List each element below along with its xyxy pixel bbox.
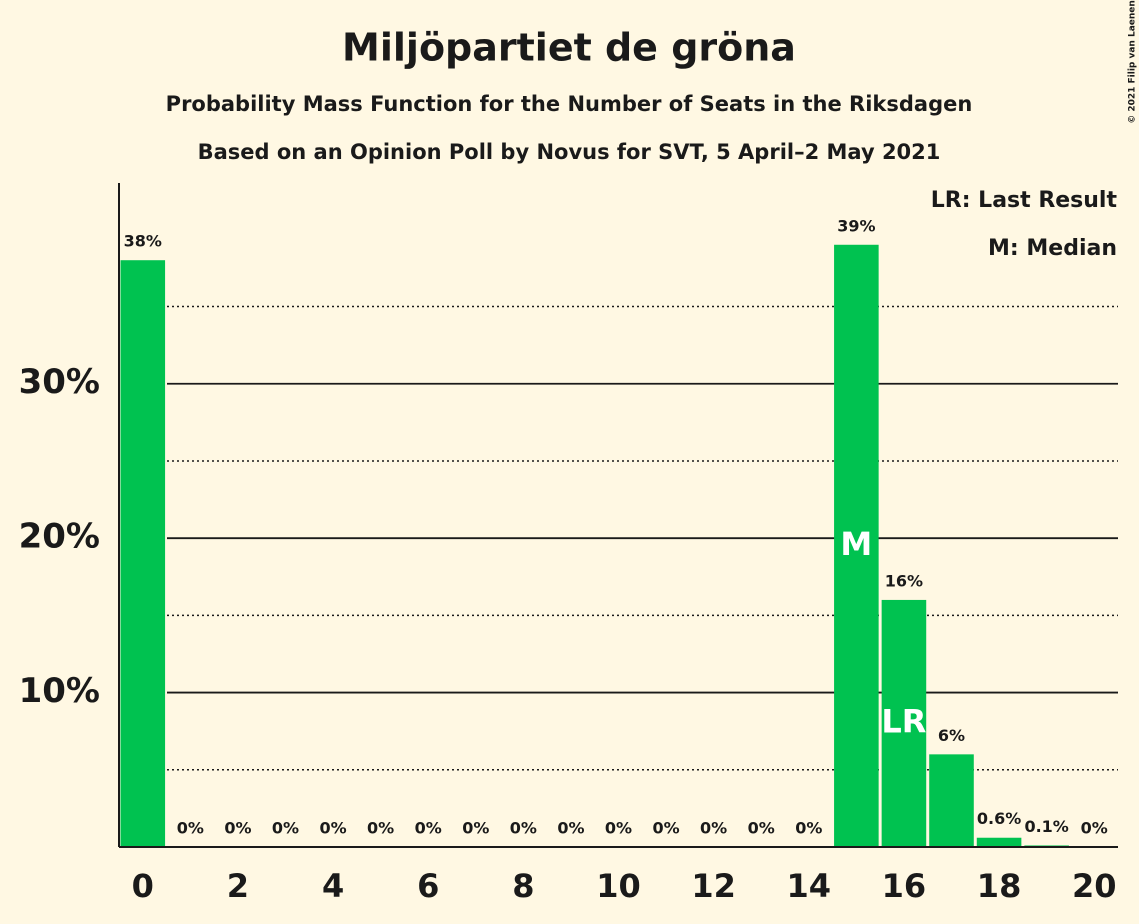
legend-entry: M: Median [988, 236, 1117, 261]
value-label: 38% [124, 232, 162, 251]
bar [881, 599, 927, 847]
value-label: 0% [510, 819, 537, 838]
value-label: 16% [885, 571, 923, 590]
y-tick-label: 10% [19, 671, 100, 711]
x-tick-label: 16 [882, 867, 927, 905]
value-label: 0% [224, 819, 251, 838]
value-label: 0% [605, 819, 632, 838]
value-label: 0% [177, 819, 204, 838]
x-tick-label: 14 [787, 867, 832, 905]
bar [976, 837, 1022, 847]
chart-title: Miljöpartiet de gröna [342, 26, 796, 70]
bar [120, 260, 166, 847]
x-tick-label: 2 [227, 867, 249, 905]
value-label: 0% [652, 819, 679, 838]
x-tick-label: 12 [691, 867, 736, 905]
value-label: 0% [319, 819, 346, 838]
chart-subtitle: Probability Mass Function for the Number… [166, 92, 973, 116]
value-label: 0% [272, 819, 299, 838]
copyright: © 2021 Filip van Laenen [1128, 0, 1138, 124]
value-label: 0% [557, 819, 584, 838]
value-label: 0% [462, 819, 489, 838]
x-tick-label: 4 [322, 867, 344, 905]
x-tick-label: 10 [596, 867, 641, 905]
bar [834, 244, 879, 847]
legend-entry: LR: Last Result [931, 188, 1118, 213]
x-tick-label: 0 [132, 867, 154, 905]
x-tick-label: 8 [512, 867, 534, 905]
value-label: 0% [367, 819, 394, 838]
y-tick-label: 20% [19, 517, 100, 557]
x-tick-label: 20 [1072, 867, 1117, 905]
value-label: 0.6% [977, 809, 1021, 828]
value-label: 39% [837, 216, 875, 235]
x-tick-label: 6 [417, 867, 439, 905]
value-label: 0.1% [1024, 817, 1068, 836]
bar [929, 754, 974, 847]
x-tick-label: 18 [977, 867, 1022, 905]
value-label: 0% [795, 819, 822, 838]
value-label: 0% [700, 819, 727, 838]
value-label: 0% [415, 819, 442, 838]
bar-annotation: M [840, 525, 872, 563]
value-label: 0% [1081, 819, 1108, 838]
y-tick-label: 30% [19, 362, 100, 402]
chart-subtitle: Based on an Opinion Poll by Novus for SV… [198, 140, 941, 164]
value-label: 6% [938, 726, 965, 745]
value-label: 0% [748, 819, 775, 838]
bar-annotation: LR [881, 702, 926, 740]
